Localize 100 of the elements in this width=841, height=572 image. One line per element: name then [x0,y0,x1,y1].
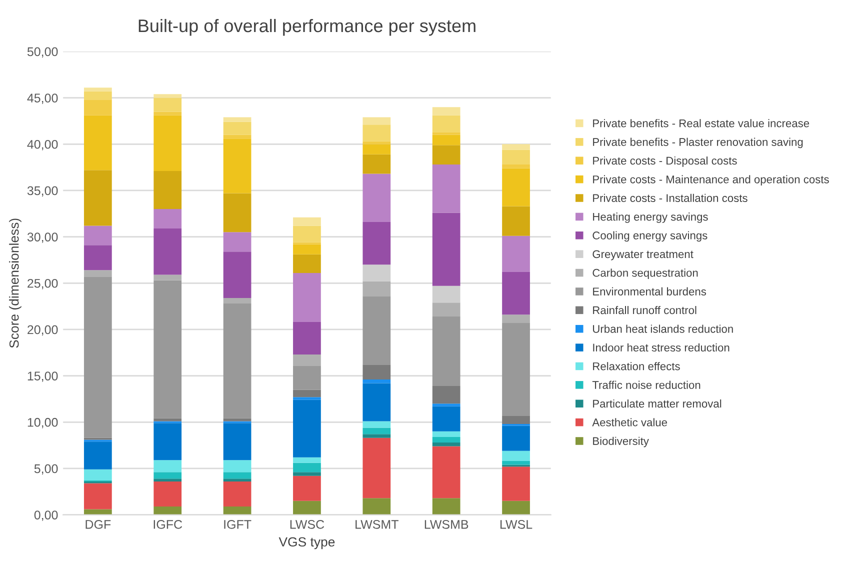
legend-label: Rainfall runoff control [593,306,696,314]
bar [154,171,182,210]
legend-label: Relaxation effects [593,362,680,370]
bar [432,446,460,498]
bar [223,481,252,506]
legend-label: Cooling energy savings [592,231,708,242]
legend-label: Carbon sequestration [592,268,698,279]
bar [223,117,252,122]
bar [154,478,182,482]
y-axis-title: Score (dimensionless) [9,218,22,348]
bar [432,406,460,432]
bar [154,481,182,506]
bar [502,461,530,465]
bar [293,457,321,463]
bar [432,145,460,165]
bar [502,144,530,150]
bar [154,423,182,460]
bar [154,94,182,98]
bar [432,286,460,303]
bar [223,193,252,232]
bar [223,423,252,460]
bar [502,426,530,451]
bar [293,244,321,254]
bar [84,276,112,438]
bar [154,112,182,116]
bar [432,316,460,386]
y-tick-label: 40,00 [27,140,58,150]
y-tick-label: 10,00 [28,418,58,428]
bar [432,212,460,286]
bar [293,322,321,354]
bar [154,274,182,280]
legend-label: Particulate matter removal [593,399,722,408]
bar [154,115,182,172]
legend-label: Biodiversity [593,436,649,448]
y-tick-label: 5,00 [34,464,58,475]
bar [154,280,182,418]
legend-label: Environmental burdens [593,287,706,296]
bar [502,150,530,165]
bar [223,122,252,135]
legend-label: Aesthetic value [592,418,668,426]
bar [84,469,112,481]
bar [502,500,530,515]
x-tick-label: LWSL [500,520,532,529]
bar [432,404,460,406]
bar [223,478,252,482]
y-tick-label: 15,00 [28,372,58,382]
bar [84,91,112,100]
bar [432,442,460,446]
bar [293,397,321,400]
bar [223,304,252,418]
bar [432,302,460,316]
bar [84,100,112,116]
bar [154,460,182,472]
legend-label: Private costs - Installation costs [593,194,748,202]
bar [84,115,112,170]
legend-label: Private costs - Maintenance and operation costs [593,175,829,186]
x-tick-label: DGF [86,520,111,529]
bar [223,134,252,139]
bar [362,117,391,125]
bar [502,206,530,236]
bar [502,164,530,168]
legend-label: Urban heat islands reduction [593,324,733,333]
bar [84,509,112,515]
x-tick-label: LWSMT [356,520,398,529]
bar [362,222,391,265]
bar [154,209,182,228]
y-tick-label: 0,00 [34,510,58,521]
bar [432,386,460,404]
bar [223,298,252,304]
bar [223,138,252,194]
bar [362,144,391,154]
y-tick-label: 20,00 [28,325,58,336]
bar [502,450,530,462]
bar [362,141,391,144]
bar [84,170,112,226]
bar [432,115,460,132]
bar [293,354,321,366]
bar [293,226,321,242]
legend-label: Greywater treatment [592,250,694,260]
legend-label: Traffic noise reduction [592,380,700,389]
bar [293,366,321,390]
bar [293,254,321,273]
bar [502,168,530,206]
chart-title: Built-up of overall performance per system [138,18,476,36]
bar [293,217,321,226]
bar [84,226,112,246]
legend-label: Indoor heat stress reduction [593,343,730,352]
bar [154,98,182,112]
bar [84,88,112,92]
bar [432,498,460,515]
legend-label: Heating energy savings [593,212,708,223]
x-tick-label: LWSMB [424,520,468,529]
bar [362,264,391,282]
bar [293,500,321,515]
bar [293,472,321,476]
bar [293,476,321,501]
bar [502,314,530,323]
bar [502,236,530,272]
bar [362,174,391,222]
bar [154,228,182,275]
